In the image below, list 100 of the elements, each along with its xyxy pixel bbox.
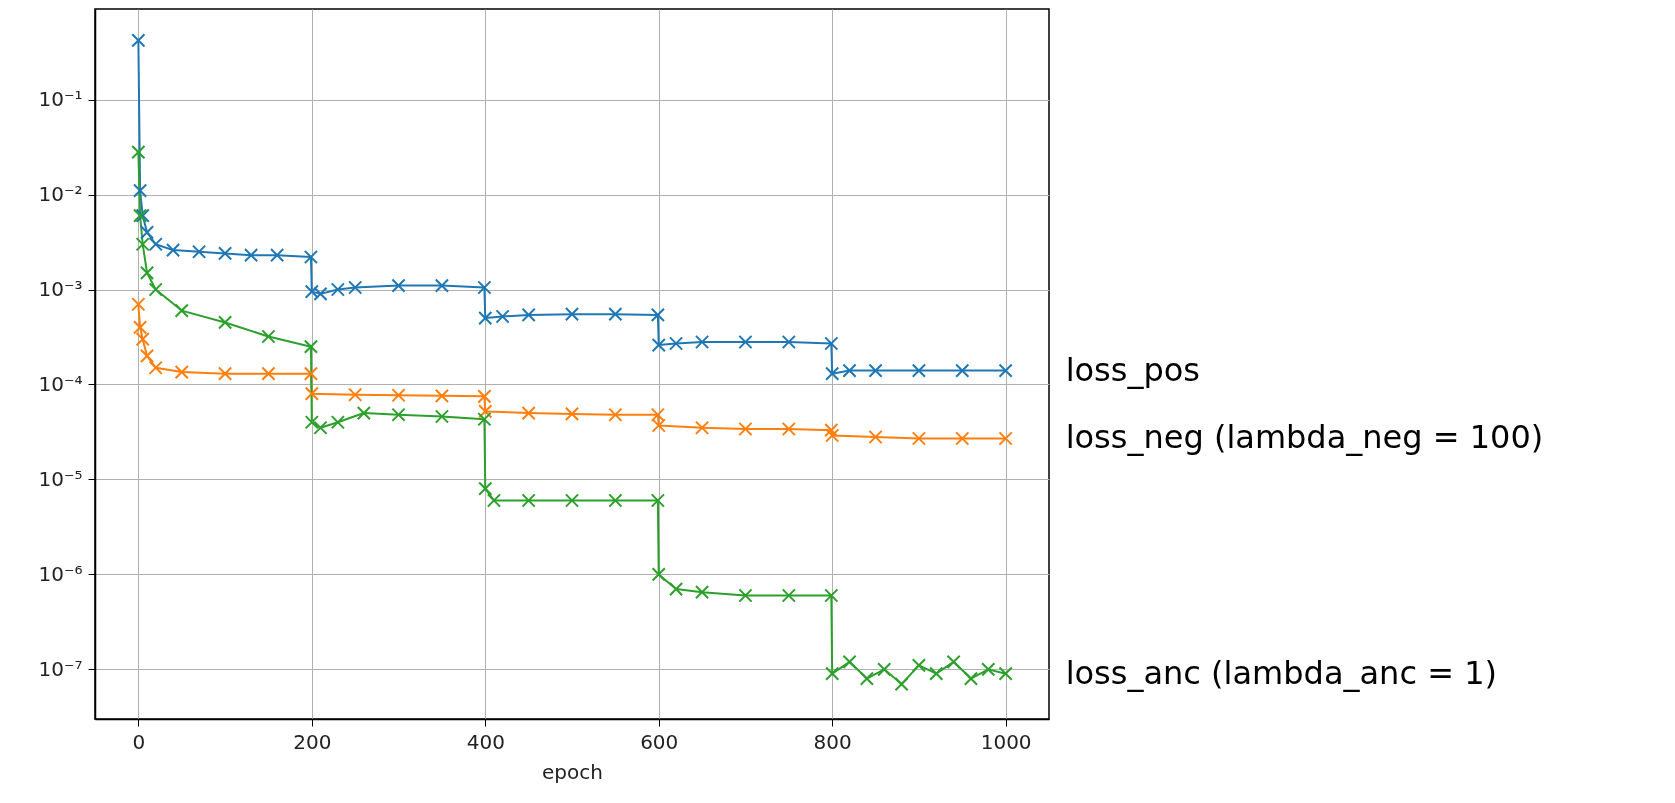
point [139,348,155,364]
point [738,421,753,437]
point [304,415,319,430]
point [132,183,148,198]
point [894,676,909,692]
point [174,364,189,380]
point [148,360,163,375]
point [955,363,970,378]
point [859,671,874,686]
point [243,248,259,263]
point [131,144,146,160]
point [139,265,155,280]
point [608,307,623,322]
point [348,387,363,402]
point [217,366,233,381]
series-label: loss_neg (lambda_neg = 100) [1065,418,1544,457]
point [434,409,450,424]
point [391,407,406,422]
y-tick-label: 10⁻³ [38,277,83,302]
point [148,237,163,252]
point [842,654,857,669]
point [564,406,580,422]
point [139,225,155,240]
point [998,431,1013,446]
point [608,407,623,422]
point [434,388,450,403]
point [868,363,883,378]
point [131,297,146,312]
x-tick-label: 200 [293,729,332,754]
y-tick-label: 10⁻⁵ [38,466,83,491]
point [650,493,665,508]
point [963,671,979,686]
point [261,366,276,381]
point [911,363,927,378]
point [391,388,406,403]
point [868,429,883,445]
point [781,421,796,437]
point [911,431,927,446]
point [650,307,665,323]
point [477,280,492,295]
point [165,243,181,258]
y-tick-label: 10⁻² [38,182,83,207]
point [261,329,276,344]
y-tick-label: 10⁻⁷ [38,656,83,681]
point [911,658,927,673]
point [564,493,580,508]
point [303,339,319,354]
point [304,284,319,299]
point [486,493,502,508]
point [825,366,840,381]
point [668,336,684,351]
point [824,423,839,438]
point [135,237,150,252]
x-tick-label: 600 [640,729,679,754]
point [478,481,493,496]
y-tick-label: 10⁻⁶ [38,561,83,586]
point [668,581,684,597]
point [781,334,796,350]
point [998,666,1013,681]
point [946,654,961,669]
point [495,309,510,324]
point [348,280,363,295]
point [694,585,710,600]
point [356,405,371,421]
point [824,336,839,351]
series-label: loss_anc (lambda_anc = 1) [1065,653,1497,692]
point [998,363,1013,378]
x-tick-label: 1000 [980,729,1032,754]
point [651,337,666,353]
point [217,315,233,330]
point [174,303,189,318]
point [738,334,753,350]
x-axis-title: epoch [542,759,603,784]
point [191,244,207,259]
point [694,420,710,435]
point [781,588,796,603]
point [148,282,163,297]
x-tick-label: 0 [132,729,146,754]
x-tick-label: 800 [813,729,852,754]
point [694,334,710,350]
point [313,420,328,435]
series-label: loss_pos [1065,350,1201,389]
point [981,662,996,677]
y-tick-label: 10⁻⁴ [38,371,83,396]
point [564,307,580,322]
point [330,415,345,430]
point [303,366,319,381]
point [131,33,146,48]
point [825,666,840,681]
point [330,282,345,297]
y-tick-label: 10⁻¹ [38,87,83,112]
point [929,666,944,681]
point [434,278,450,293]
point [477,412,492,427]
point [391,278,406,293]
point [313,286,328,301]
point [521,493,536,508]
point [824,588,839,603]
point [478,310,493,326]
point [521,307,536,323]
